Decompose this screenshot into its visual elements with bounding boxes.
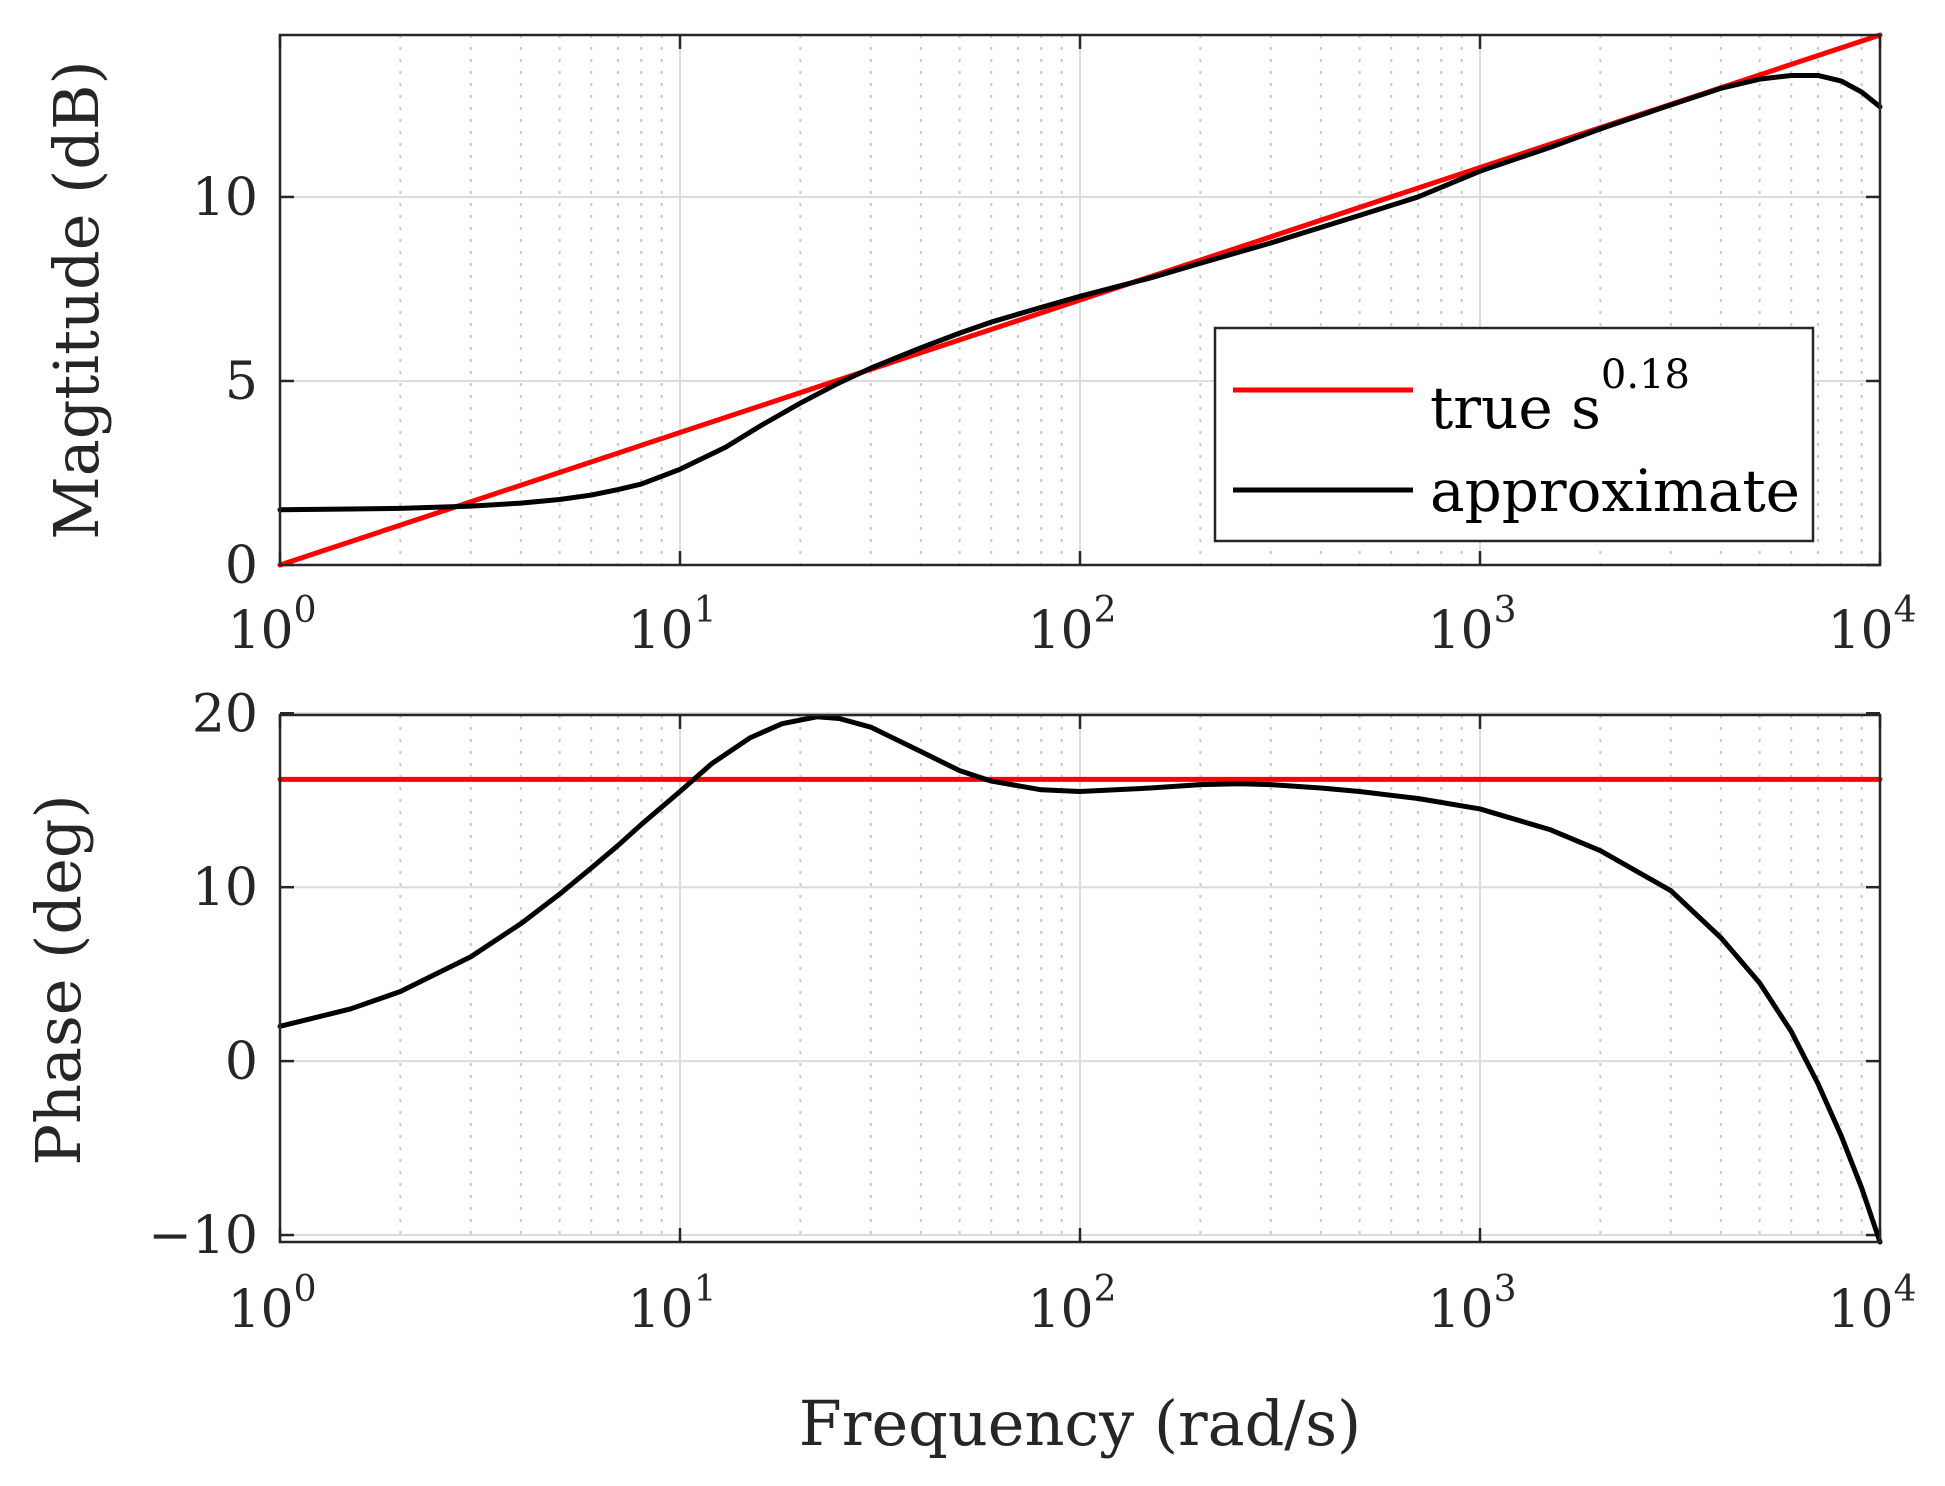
tick-exponent: 3 (1494, 590, 1517, 631)
phase-x-tick-labels: 100 101 102 103 104 (227, 1269, 1916, 1340)
magnitude-x-tick-label: 104 (1827, 590, 1916, 661)
phase-y-tick-label: −10 (148, 1206, 258, 1266)
phase-x-tick-label: 101 (627, 1269, 716, 1340)
phase-y-tick-label: 20 (192, 684, 258, 744)
magnitude-y-axis-label: Magtitude (dB) (40, 60, 113, 539)
magnitude-axes-box (278, 33, 1882, 567)
tick-exponent: 1 (694, 1269, 717, 1310)
magnitude-x-tick-label: 101 (627, 590, 716, 661)
tick-base: 10 (1827, 1280, 1893, 1340)
tick-base: 10 (1027, 1280, 1093, 1340)
phase-x-tick-label: 104 (1827, 1269, 1916, 1340)
tick-base: 10 (227, 601, 293, 661)
phase-x-tick-label: 100 (227, 1269, 316, 1340)
magnitude-y-tick-label: 10 (192, 168, 258, 228)
tick-base: 10 (627, 601, 693, 661)
magnitude-y-tick-labels: 0 5 10 (192, 168, 258, 596)
legend-label-true-exponent: 0.18 (1601, 352, 1690, 398)
tick-base: 10 (1427, 1280, 1493, 1340)
tick-base: 10 (227, 1280, 293, 1340)
phase-x-tick-label: 103 (1427, 1269, 1516, 1340)
phase-y-tick-label: 10 (192, 858, 258, 918)
phase-y-tick-labels: −10 0 10 20 (148, 684, 258, 1266)
x-axis-label: Frequency (rad/s) (799, 1387, 1361, 1460)
tick-base: 10 (1827, 601, 1893, 661)
phase-series (277, 714, 1883, 1245)
phase-y-tick-label: 0 (225, 1032, 258, 1092)
tick-base: 10 (1427, 601, 1493, 661)
legend-label-approximate: approximate (1430, 457, 1800, 525)
tick-exponent: 4 (1894, 590, 1917, 631)
tick-exponent: 2 (1094, 590, 1117, 631)
tick-exponent: 4 (1894, 1269, 1917, 1310)
magnitude-series-approximate (277, 72, 1883, 513)
tick-exponent: 0 (294, 590, 317, 631)
magnitude-series (277, 32, 1883, 568)
phase-series-approximate (277, 714, 1883, 1245)
phase-x-tick-label: 102 (1027, 1269, 1116, 1340)
magnitude-y-tick-label: 5 (225, 352, 258, 412)
legend-box (1213, 326, 1815, 543)
phase-y-axis-label: Phase (deg) (22, 794, 95, 1165)
magnitude-y-tick-label: 0 (225, 536, 258, 596)
tick-exponent: 1 (694, 590, 717, 631)
magnitude-x-tick-label: 102 (1027, 590, 1116, 661)
magnitude-x-tick-labels: 100 101 102 103 104 (227, 590, 1916, 661)
legend-label-true: true s0.18 (1430, 352, 1690, 442)
magnitude-x-tick-label: 100 (227, 590, 316, 661)
tick-base: 10 (1027, 601, 1093, 661)
phase-axes-box (278, 713, 1882, 1244)
tick-exponent: 2 (1094, 1269, 1117, 1310)
tick-base: 10 (627, 1280, 693, 1340)
magnitude-legend: true s0.18 approximate (1213, 326, 1815, 543)
tick-exponent: 3 (1494, 1269, 1517, 1310)
tick-exponent: 0 (294, 1269, 317, 1310)
magnitude-x-tick-label: 103 (1427, 590, 1516, 661)
legend-label-true-text: true s (1430, 374, 1601, 442)
